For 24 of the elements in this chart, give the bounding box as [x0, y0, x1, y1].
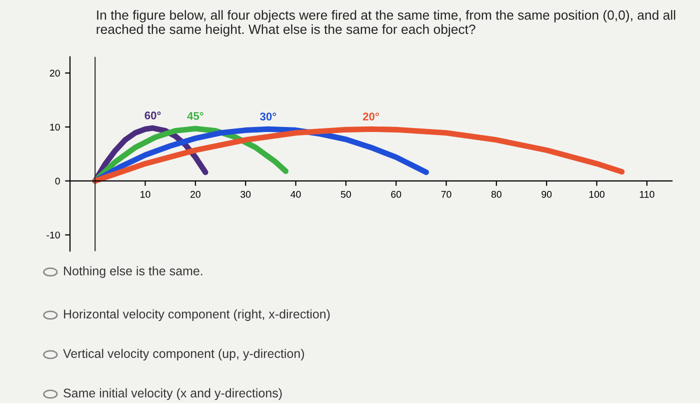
x-tick-label: 90 [542, 190, 552, 198]
y-tick-label: 20 [50, 70, 60, 77]
x-tick-label: 110 [640, 190, 654, 198]
x-tick-label: 10 [140, 190, 150, 198]
text: Same initial velocity (x and y-directions) [64, 388, 282, 400]
series-label: 30° [260, 112, 276, 120]
series-label: 60° [144, 112, 161, 120]
x-tick-label: 100 [589, 190, 604, 198]
series-label: 20° [362, 112, 379, 120]
chart-title: In the figure below, all four objects were fired at the same time, from the same position (0,0), and all reached the same height. What else is the same for each object? [96, 10, 676, 37]
text: Vertical velocity component (up, y-direction) [63, 348, 304, 360]
y-tick-label: 10 [50, 124, 60, 131]
x-tick-label: 60 [391, 190, 402, 198]
x-tick-label: 50 [340, 190, 351, 198]
x-tick-label: 40 [290, 190, 301, 198]
y-tick-label: 0 [55, 178, 60, 185]
x-tick-label: 20 [190, 190, 200, 198]
x-tick-label: 80 [491, 190, 502, 198]
text: Horizontal velocity component (right, x-direction) [64, 309, 330, 321]
x-tick-label: 70 [441, 190, 452, 198]
text: Nothing else is the same. [64, 266, 202, 278]
x-tick-label: 30 [240, 190, 251, 198]
y-tick-label: -10 [46, 232, 60, 238]
series-label: 45° [187, 112, 204, 120]
